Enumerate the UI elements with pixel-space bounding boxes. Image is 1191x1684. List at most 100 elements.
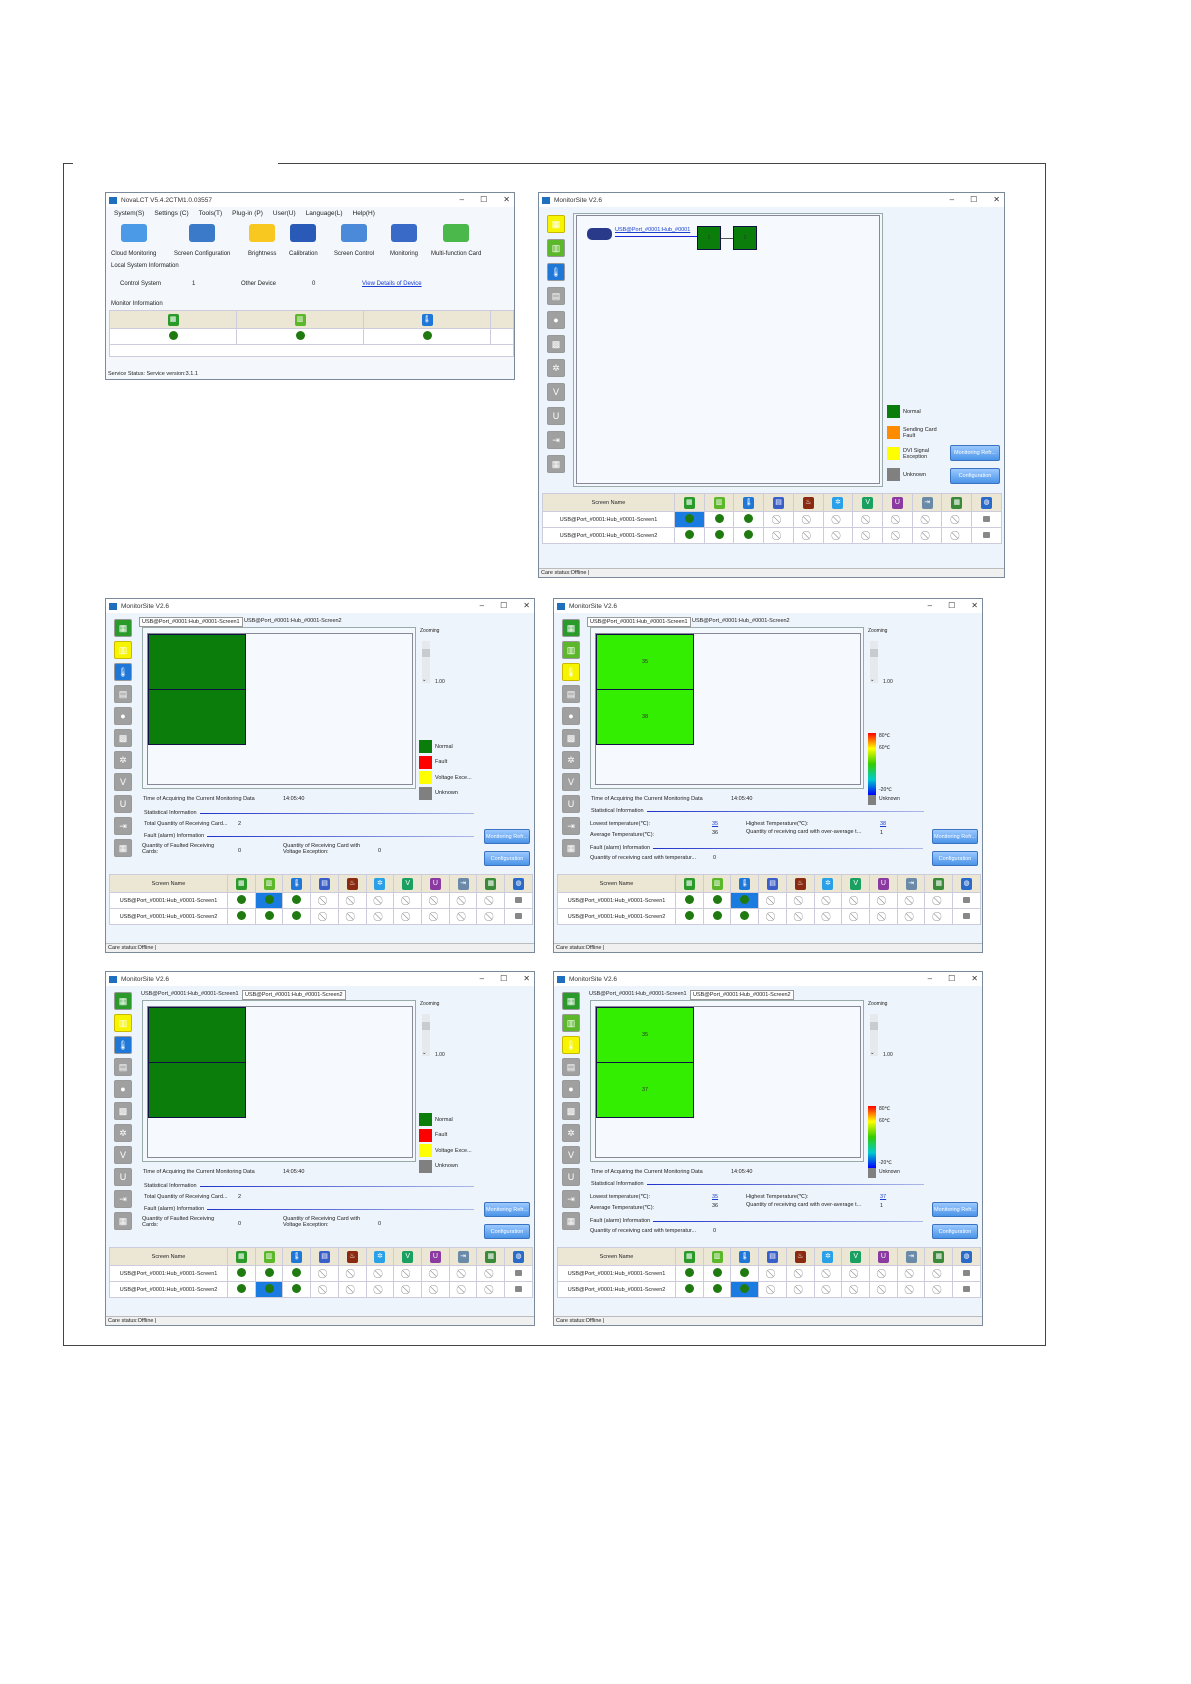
tool-voltage-icon[interactable]: V: [562, 1146, 580, 1164]
column-header[interactable]: 🌡: [282, 1247, 312, 1266]
status-cell[interactable]: ⃠: [941, 511, 973, 528]
status-cell[interactable]: [675, 892, 704, 909]
column-header[interactable]: V: [393, 1247, 423, 1266]
status-cell[interactable]: ⃠: [924, 892, 954, 909]
column-header[interactable]: 🌡: [730, 874, 760, 893]
status-cell[interactable]: [504, 1265, 533, 1282]
column-header[interactable]: V: [841, 874, 871, 893]
status-cell[interactable]: ⃠: [476, 1281, 506, 1298]
tool-receiving-card-icon[interactable]: ▥: [547, 239, 565, 257]
status-cell[interactable]: ⃠: [337, 892, 367, 909]
status-cell[interactable]: ⃠: [476, 908, 506, 925]
status-cell[interactable]: [227, 1281, 256, 1298]
tab-screen2[interactable]: USB@Port_#0001:Hub_#0001-Screen2: [690, 990, 794, 1000]
status-cell[interactable]: [227, 1265, 256, 1282]
status-cell[interactable]: ⃠: [448, 892, 478, 909]
status-cell[interactable]: ⃠: [924, 908, 954, 925]
column-header[interactable]: ✲: [822, 493, 854, 512]
tool-fan-icon[interactable]: ✲: [562, 1124, 580, 1142]
status-cell[interactable]: [675, 1265, 704, 1282]
status-cell[interactable]: [971, 527, 1002, 544]
status-cell[interactable]: ⃠: [393, 908, 423, 925]
tool-receiving-card-icon[interactable]: ▥: [562, 641, 580, 659]
status-cell[interactable]: [227, 908, 256, 925]
monitoring-refresh-button[interactable]: Monitoring Refr...: [932, 829, 978, 844]
view-details-link[interactable]: View Details of Device: [362, 281, 422, 287]
status-cell[interactable]: ⃠: [758, 1265, 787, 1282]
configuration-button[interactable]: Configuration: [484, 1224, 530, 1239]
tab-screen2[interactable]: USB@Port_#0001:Hub_#0001-Screen2: [244, 618, 342, 624]
tool-module-icon[interactable]: ▩: [562, 729, 580, 747]
status-cell[interactable]: ⃠: [924, 1281, 954, 1298]
status-cell[interactable]: ⃠: [310, 908, 339, 925]
tool-receiving-card-icon[interactable]: ▥: [114, 641, 132, 659]
configuration-button[interactable]: Configuration: [932, 1224, 978, 1239]
status-cell[interactable]: ⃠: [365, 1281, 395, 1298]
maximize-button[interactable]: ☐: [948, 974, 956, 983]
status-cell[interactable]: ⃠: [792, 527, 824, 544]
receiving-card-block[interactable]: 35: [596, 1007, 694, 1063]
status-cell[interactable]: ⃠: [758, 908, 787, 925]
status-cell[interactable]: ⃠: [813, 892, 843, 909]
column-header[interactable]: ⇥: [896, 1247, 926, 1266]
tab-screen2[interactable]: USB@Port_#0001:Hub_#0001-Screen2: [242, 990, 346, 1000]
status-cell[interactable]: ⃠: [882, 511, 913, 528]
column-header[interactable]: ♨: [785, 874, 815, 893]
maximize-button[interactable]: ☐: [500, 601, 508, 610]
table-row[interactable]: USB@Port_#0001:Hub_#0001-Screen1⃠⃠⃠⃠⃠⃠⃠: [109, 892, 533, 909]
tab-screen2[interactable]: USB@Port_#0001:Hub_#0001-Screen2: [692, 618, 790, 624]
tool-voltage-icon[interactable]: V: [547, 383, 565, 401]
status-cell[interactable]: ⃠: [365, 892, 395, 909]
status-cell[interactable]: ⃠: [337, 908, 367, 925]
tool-module-icon[interactable]: ▩: [114, 729, 132, 747]
status-cell[interactable]: ⃠: [869, 1265, 898, 1282]
close-button[interactable]: ✕: [523, 601, 530, 610]
column-header[interactable]: ⇥: [448, 1247, 478, 1266]
status-cell[interactable]: ⃠: [869, 908, 898, 925]
screen-name-cell[interactable]: USB@Port_#0001:Hub_#0001-Screen2: [557, 908, 676, 925]
status-cell[interactable]: [282, 892, 312, 909]
status-cell[interactable]: [702, 1281, 732, 1298]
screen-name-cell[interactable]: USB@Port_#0001:Hub_#0001-Screen1: [542, 511, 675, 528]
status-cell[interactable]: [674, 527, 705, 544]
status-cell[interactable]: [730, 1265, 760, 1282]
menu-item[interactable]: Tools(T): [198, 210, 223, 217]
receiving-card-block[interactable]: [148, 1007, 246, 1063]
tool-grid-icon[interactable]: ▦: [562, 839, 580, 857]
status-cell[interactable]: ⃠: [448, 1265, 478, 1282]
status-cell[interactable]: ⃠: [882, 527, 913, 544]
toolbar-cloud-button[interactable]: Cloud Monitoring: [111, 224, 156, 257]
table-row[interactable]: USB@Port_#0001:Hub_#0001-Screen2⃠⃠⃠⃠⃠⃠⃠: [109, 1281, 533, 1298]
status-cell[interactable]: [733, 511, 765, 528]
status-cell[interactable]: ⃠: [841, 1281, 871, 1298]
status-cell[interactable]: [702, 892, 732, 909]
screen-name-cell[interactable]: USB@Port_#0001:Hub_#0001-Screen2: [109, 1281, 228, 1298]
zoom-slider[interactable]: [422, 1014, 430, 1056]
column-header[interactable]: ▦: [924, 1247, 954, 1266]
tab-screen1[interactable]: USB@Port_#0001:Hub_#0001-Screen1: [139, 617, 243, 627]
status-cell[interactable]: [504, 892, 533, 909]
receiving-card-block[interactable]: 38: [596, 689, 694, 745]
column-header[interactable]: ♨: [785, 1247, 815, 1266]
table-row[interactable]: USB@Port_#0001:Hub_#0001-Screen2⃠⃠⃠⃠⃠⃠⃠: [557, 908, 981, 925]
column-header[interactable]: 🌡: [733, 493, 765, 512]
close-button[interactable]: ✕: [523, 974, 530, 983]
column-header[interactable]: ▦: [109, 310, 237, 329]
status-cell[interactable]: ⃠: [785, 1265, 815, 1282]
status-cell[interactable]: [504, 1281, 533, 1298]
status-cell[interactable]: [254, 892, 284, 909]
screen-name-cell[interactable]: USB@Port_#0001:Hub_#0001-Screen2: [557, 1281, 676, 1298]
tool-smoke-icon[interactable]: ●: [114, 707, 132, 725]
column-header[interactable]: ▦: [924, 874, 954, 893]
tool-grid-icon[interactable]: ▦: [114, 839, 132, 857]
maximize-button[interactable]: ☐: [480, 195, 488, 204]
minimize-button[interactable]: –: [927, 974, 933, 983]
status-cell[interactable]: ⃠: [337, 1265, 367, 1282]
status-cell[interactable]: ⃠: [310, 1281, 339, 1298]
tool-temperature-icon[interactable]: 🌡: [562, 663, 580, 681]
receiving-card-block[interactable]: [148, 1062, 246, 1118]
screen-name-cell[interactable]: USB@Port_#0001:Hub_#0001-Screen1: [109, 892, 228, 909]
column-header[interactable]: ▦: [227, 874, 256, 893]
zoom-down-arrow[interactable]: ⌄: [870, 677, 875, 683]
tool-sending-card-icon[interactable]: ▦: [547, 215, 565, 233]
